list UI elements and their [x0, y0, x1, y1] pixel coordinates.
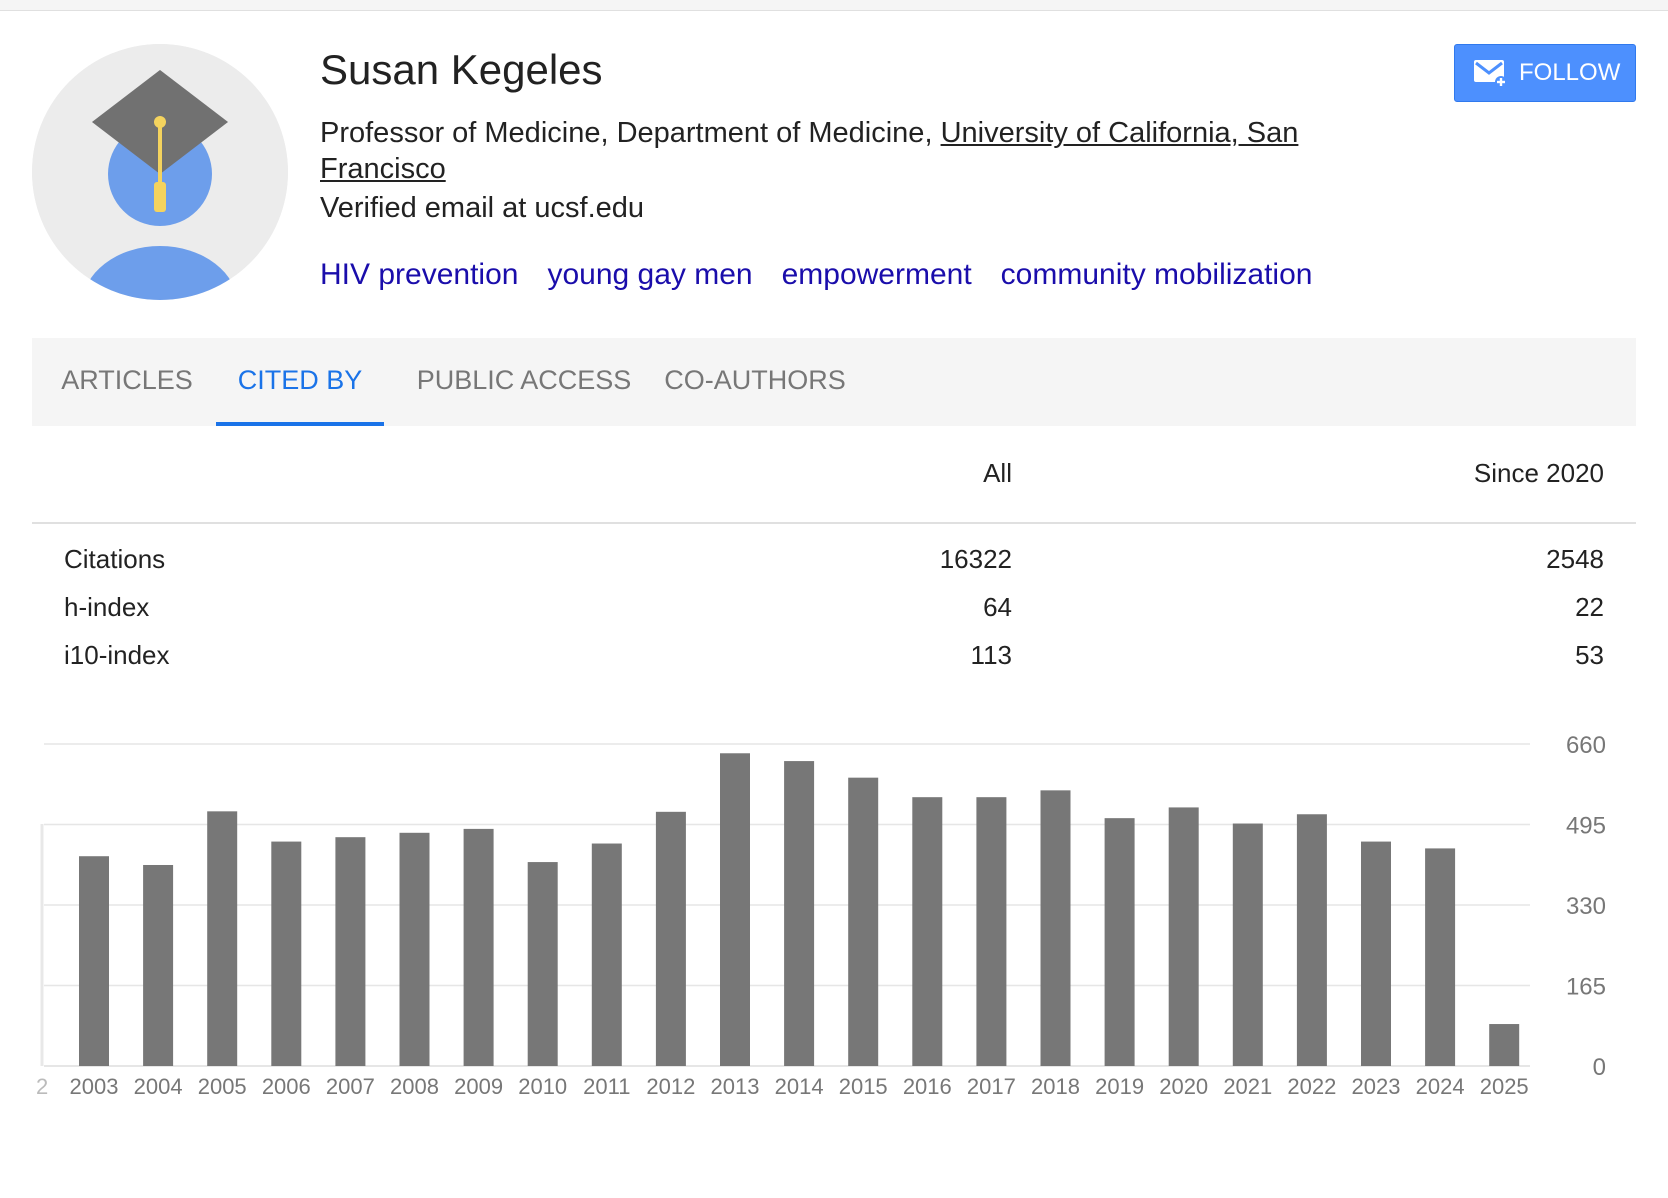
x-tick-label: 2014: [775, 1074, 824, 1099]
y-tick-label: 660: [1566, 732, 1606, 759]
x-tick-label: 2011: [583, 1074, 630, 1099]
bar-2022: [1296, 814, 1327, 1066]
stat-row-citations: Citations 16322 2548: [32, 536, 1636, 584]
bar-2017: [976, 797, 1007, 1066]
bar-2005: [207, 811, 238, 1066]
bar-2019: [1104, 818, 1135, 1066]
stat-all: 113: [970, 640, 1012, 670]
stats-header: All Since 2020: [32, 440, 1636, 524]
bar-2021: [1232, 823, 1263, 1066]
graduate-avatar-icon: [32, 44, 288, 300]
bar-2008: [399, 832, 430, 1066]
tab-cited-by[interactable]: CITED BY: [216, 338, 384, 426]
citation-stats-table: All Since 2020 Citations 16322 2548 h-in…: [32, 440, 1636, 680]
header-all: All: [983, 458, 1012, 488]
bar-2025: [1489, 1024, 1520, 1066]
x-tick-label: 2022: [1287, 1074, 1336, 1099]
x-tick-label-partial: 2: [36, 1074, 48, 1099]
bar-2023: [1361, 841, 1391, 1066]
x-tick-label: 2006: [262, 1074, 311, 1099]
stat-label[interactable]: Citations: [64, 544, 166, 574]
interest-link[interactable]: young gay men: [547, 258, 753, 291]
x-tick-label: 2021: [1223, 1074, 1272, 1099]
header-since: Since 2020: [1473, 458, 1604, 488]
y-tick-label: 0: [1593, 1054, 1606, 1081]
interest-link[interactable]: community mobilization: [1000, 258, 1313, 291]
stat-since: 53: [1575, 640, 1604, 670]
bar-2011: [591, 843, 622, 1066]
tab-public-access[interactable]: PUBLIC ACCESS: [416, 365, 632, 395]
stat-since: 22: [1575, 592, 1604, 622]
x-tick-label: 2023: [1352, 1074, 1401, 1099]
interest-link[interactable]: empowerment: [781, 258, 972, 291]
bar-2004: [143, 864, 174, 1066]
bar-2009: [463, 828, 494, 1066]
x-tick-label: 2017: [967, 1074, 1016, 1099]
y-tick-label: 495: [1566, 813, 1606, 840]
citations-per-year-chart: 660 495 330 165 0 2 2003 2004 2005 2006 2007 2008 20…: [32, 680, 1636, 1120]
stat-since: 2548: [1546, 544, 1604, 574]
profile-name: Susan Kegeles: [320, 46, 603, 93]
affiliation-title: Professor of Medicine, Department of Med…: [320, 117, 941, 149]
bar-2007: [335, 837, 366, 1066]
x-tick-label: 2024: [1416, 1074, 1465, 1099]
tab-articles[interactable]: ARTICLES: [61, 365, 193, 395]
bar-2010: [527, 862, 558, 1066]
citations-bar-chart: 660 495 330 165 0 2 2003 2004 2005 2006 2007 2008 20…: [36, 732, 1606, 1099]
y-tick-label: 165: [1566, 974, 1606, 1001]
x-tick-label: 2015: [839, 1074, 888, 1099]
x-tick-label: 2009: [454, 1074, 503, 1099]
bar-2020: [1168, 807, 1199, 1066]
bar-2015: [848, 777, 879, 1066]
affiliation-link[interactable]: University of California, San Francisco: [320, 117, 1299, 185]
bar-2016: [912, 797, 943, 1066]
bar-2003: [79, 856, 109, 1066]
bar-2013: [720, 753, 750, 1066]
stat-all: 16322: [939, 544, 1012, 574]
x-tick-label: 2005: [198, 1074, 247, 1099]
bar-2024: [1425, 848, 1456, 1066]
bar-2012: [655, 811, 686, 1066]
stat-label[interactable]: i10-index: [64, 640, 170, 670]
stat-row-i10-index: i10-index 113 53: [32, 632, 1636, 680]
stat-all: 64: [983, 592, 1012, 622]
verified-email: Verified email at ucsf.edu: [320, 192, 645, 224]
follow-label: FOLLOW: [1519, 59, 1621, 86]
stat-label[interactable]: h-index: [64, 592, 150, 622]
x-tick-label: 2008: [390, 1074, 439, 1099]
follow-button[interactable]: FOLLOW: [1454, 44, 1636, 102]
x-tick-label: 2019: [1095, 1074, 1144, 1099]
email-plus-icon: [1474, 60, 1507, 88]
x-tick-label: 2018: [1031, 1074, 1080, 1099]
x-tick-label: 2003: [70, 1074, 119, 1099]
bar-2018: [1040, 790, 1071, 1066]
x-tick-label: 2020: [1159, 1074, 1208, 1099]
tab-co-authors[interactable]: CO-AUTHORS: [664, 365, 846, 395]
x-tick-label: 2007: [326, 1074, 375, 1099]
interest-link[interactable]: HIV prevention: [320, 258, 519, 291]
x-tick-label: 2004: [134, 1074, 183, 1099]
x-tick-label: 2012: [646, 1074, 695, 1099]
top-bar: [0, 0, 1668, 11]
stat-row-h-index: h-index 64 22: [32, 584, 1636, 632]
x-tick-label: 2016: [903, 1074, 952, 1099]
bar-2014: [784, 761, 815, 1066]
profile-tabs: ARTICLES CITED BY PUBLIC ACCESS CO-AUTHO…: [32, 338, 1636, 426]
x-tick-label: 2013: [711, 1074, 760, 1099]
bar-2006: [271, 841, 302, 1066]
x-tick-label: 2010: [518, 1074, 567, 1099]
research-interests: HIV prevention young gay men empowerment co…: [320, 258, 1341, 292]
avatar: [32, 44, 288, 300]
y-tick-label: 330: [1566, 893, 1606, 920]
x-tick-label: 2025: [1480, 1074, 1529, 1099]
affiliation: Professor of Medicine, Department of Med…: [320, 115, 1360, 187]
